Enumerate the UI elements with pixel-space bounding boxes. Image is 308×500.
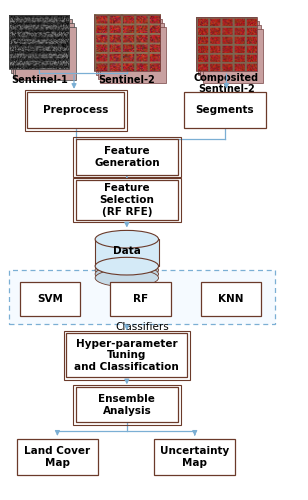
Bar	[95, 239, 159, 266]
FancyBboxPatch shape	[184, 92, 266, 128]
Bar	[11, 18, 71, 72]
Bar	[198, 21, 259, 75]
FancyBboxPatch shape	[75, 180, 178, 220]
Bar	[13, 22, 74, 76]
Text: Sentinel-2: Sentinel-2	[99, 74, 155, 85]
Bar	[201, 25, 261, 79]
Bar	[100, 26, 166, 83]
FancyBboxPatch shape	[110, 282, 171, 316]
FancyBboxPatch shape	[9, 270, 275, 324]
Text: Hyper-parameter
Tuning
and Classification: Hyper-parameter Tuning and Classificatio…	[75, 339, 179, 372]
Bar	[15, 26, 76, 80]
Text: Segments: Segments	[196, 105, 254, 115]
FancyBboxPatch shape	[27, 92, 124, 128]
FancyBboxPatch shape	[201, 282, 261, 316]
FancyBboxPatch shape	[67, 334, 187, 378]
Text: Composited
Sentinel-2: Composited Sentinel-2	[194, 72, 259, 94]
FancyBboxPatch shape	[20, 282, 80, 316]
Text: Preprocess: Preprocess	[43, 105, 108, 115]
Ellipse shape	[95, 262, 159, 279]
FancyBboxPatch shape	[154, 438, 236, 476]
Text: SVM: SVM	[37, 294, 63, 304]
FancyBboxPatch shape	[17, 438, 98, 476]
Text: Ensemble
Analysis: Ensemble Analysis	[98, 394, 155, 415]
Text: Uncertainty
Map: Uncertainty Map	[160, 446, 229, 468]
Ellipse shape	[95, 269, 159, 287]
FancyBboxPatch shape	[75, 387, 178, 422]
Text: Feature
Generation: Feature Generation	[94, 146, 160, 168]
Text: Classifiers: Classifiers	[115, 322, 169, 332]
Text: KNN: KNN	[218, 294, 244, 304]
Ellipse shape	[95, 265, 159, 283]
Bar	[98, 22, 164, 79]
FancyBboxPatch shape	[75, 140, 178, 174]
Text: Data: Data	[113, 246, 141, 256]
Bar	[203, 29, 263, 83]
Text: RF: RF	[133, 294, 148, 304]
Text: Feature
Selection
(RF RFE): Feature Selection (RF RFE)	[99, 184, 154, 216]
Ellipse shape	[95, 230, 159, 248]
Ellipse shape	[95, 258, 159, 275]
Bar	[96, 18, 162, 75]
Text: Land Cover
Map: Land Cover Map	[24, 446, 91, 468]
Text: Sentinel-1: Sentinel-1	[11, 74, 68, 85]
